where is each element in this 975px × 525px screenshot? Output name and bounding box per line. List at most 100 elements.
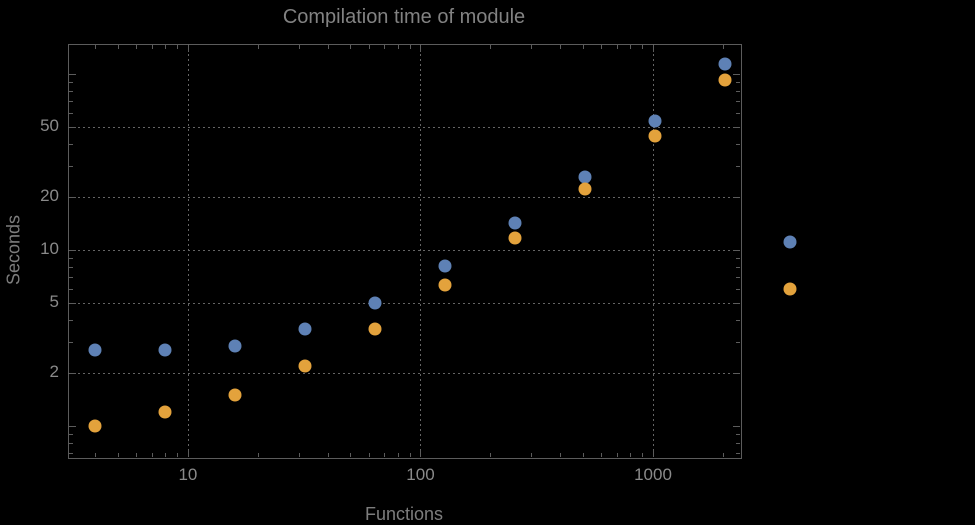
x-tick-top bbox=[653, 45, 654, 52]
y-tick bbox=[69, 277, 73, 278]
y-tick-right bbox=[736, 166, 740, 167]
x-tick-top bbox=[95, 45, 96, 49]
x-tick-top bbox=[118, 45, 119, 49]
x-tick bbox=[188, 450, 189, 457]
x-tick-top bbox=[165, 45, 166, 49]
y-tick-label: 10 bbox=[40, 239, 59, 258]
x-tick bbox=[723, 453, 724, 457]
y-tick-right bbox=[736, 453, 740, 454]
x-tick-top bbox=[420, 45, 421, 52]
x-tick-label: 100 bbox=[406, 465, 435, 484]
x-tick bbox=[165, 453, 166, 457]
x-tick bbox=[642, 453, 643, 457]
x-tick-top bbox=[188, 45, 189, 52]
x-tick-top bbox=[152, 45, 153, 49]
y-tick bbox=[69, 166, 73, 167]
y-tick bbox=[69, 127, 76, 128]
series-2-orange-point bbox=[368, 322, 382, 336]
x-tick bbox=[152, 453, 153, 457]
x-tick bbox=[258, 453, 259, 457]
x-tick bbox=[398, 453, 399, 457]
series-2-marker bbox=[783, 282, 797, 296]
series-1-blue-point bbox=[438, 259, 452, 273]
y-tick bbox=[69, 74, 76, 75]
x-tick bbox=[630, 453, 631, 457]
y-tick bbox=[69, 250, 76, 251]
x-tick bbox=[410, 453, 411, 457]
series-2-orange-point bbox=[648, 129, 662, 143]
x-tick bbox=[531, 453, 532, 457]
x-tick bbox=[177, 453, 178, 457]
y-tick bbox=[69, 443, 73, 444]
y-tick-right bbox=[733, 74, 740, 75]
y-tick-right bbox=[733, 127, 740, 128]
y-tick bbox=[69, 91, 73, 92]
series-2-orange-point bbox=[508, 231, 522, 245]
y-tick bbox=[69, 303, 76, 304]
x-tick-top bbox=[177, 45, 178, 49]
y-tick-label: 50 bbox=[40, 115, 59, 135]
series-2-orange-point bbox=[158, 405, 172, 419]
y-tick bbox=[69, 434, 73, 435]
series-1-blue-point bbox=[578, 170, 592, 184]
series-1-blue-point bbox=[228, 339, 242, 353]
x-tick bbox=[299, 453, 300, 457]
x-tick-top bbox=[258, 45, 259, 49]
y-gridline bbox=[68, 197, 740, 198]
y-tick bbox=[69, 82, 73, 83]
x-tick-top bbox=[384, 45, 385, 49]
x-tick bbox=[601, 453, 602, 457]
y-tick-label: 2 bbox=[49, 362, 59, 382]
x-tick-top bbox=[583, 45, 584, 49]
x-tick bbox=[583, 453, 584, 457]
x-tick-label: 1000 bbox=[634, 465, 672, 484]
x-tick bbox=[118, 453, 119, 457]
x-tick-top bbox=[350, 45, 351, 49]
series-1-blue-point bbox=[158, 343, 172, 357]
y-tick-right bbox=[736, 267, 740, 268]
series-2-orange-point bbox=[578, 182, 592, 196]
x-tick bbox=[560, 453, 561, 457]
y-tick-right bbox=[736, 113, 740, 114]
y-tick-right bbox=[736, 434, 740, 435]
y-tick bbox=[69, 453, 73, 454]
x-tick-top bbox=[369, 45, 370, 49]
y-tick bbox=[69, 289, 73, 290]
x-tick-top bbox=[531, 45, 532, 49]
y-tick bbox=[69, 373, 76, 374]
x-tick-top bbox=[601, 45, 602, 49]
series-1-blue-point bbox=[508, 216, 522, 230]
x-tick bbox=[653, 450, 654, 457]
x-tick bbox=[369, 453, 370, 457]
x-tick-top bbox=[560, 45, 561, 49]
x-tick-top bbox=[630, 45, 631, 49]
y-tick-right bbox=[736, 101, 740, 102]
series-1-blue-point bbox=[718, 57, 732, 71]
y-tick bbox=[69, 101, 73, 102]
x-tick bbox=[95, 453, 96, 457]
y-tick-right bbox=[736, 320, 740, 321]
y-tick bbox=[69, 342, 73, 343]
y-tick-right bbox=[736, 91, 740, 92]
x-tick-top bbox=[642, 45, 643, 49]
x-tick bbox=[328, 453, 329, 457]
series-1-blue-point bbox=[88, 343, 102, 357]
series-1-blue-point bbox=[648, 114, 662, 128]
x-tick bbox=[384, 453, 385, 457]
y-tick-right bbox=[736, 258, 740, 259]
x-tick-top bbox=[617, 45, 618, 49]
y-tick-right bbox=[733, 197, 740, 198]
x-tick bbox=[420, 450, 421, 457]
plot-frame bbox=[68, 44, 742, 459]
x-tick bbox=[490, 453, 491, 457]
y-gridline bbox=[68, 373, 740, 375]
x-tick-top bbox=[490, 45, 491, 49]
series-2-orange-point bbox=[298, 359, 312, 373]
y-tick-right bbox=[736, 443, 740, 444]
x-tick bbox=[136, 453, 137, 457]
y-tick-right bbox=[736, 82, 740, 83]
y-gridline bbox=[68, 250, 740, 251]
y-tick bbox=[69, 426, 76, 427]
y-tick-right bbox=[736, 289, 740, 290]
